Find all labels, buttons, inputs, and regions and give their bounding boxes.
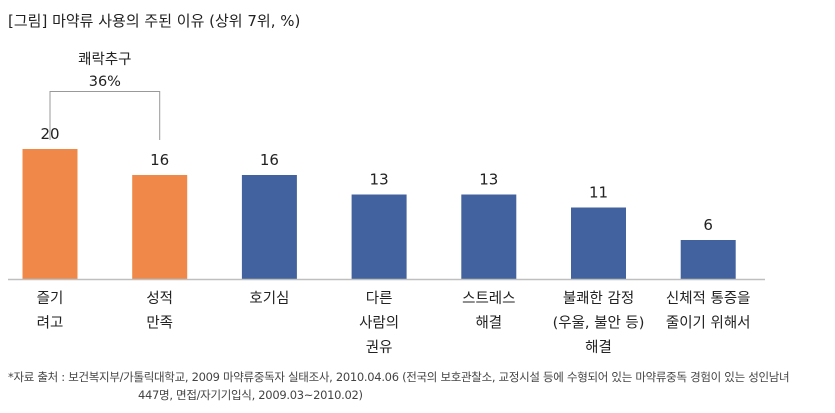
category-label: 스트레스 (462, 290, 515, 307)
bar (351, 194, 407, 279)
source-line-2: 447명, 면접/자기기입식, 2009.03~2010.02) (138, 388, 363, 402)
category-label: 해결 (585, 339, 612, 356)
data-label: 16 (260, 151, 279, 169)
annotation-label: 쾌락추구 (78, 51, 131, 68)
data-label: 6 (703, 216, 713, 234)
source-note: *자료 출처 : 보건복지부/가톨릭대학교, 2009 마약류중독자 실태조사,… (8, 368, 833, 404)
category-label: (우울, 불안 등) (553, 315, 645, 332)
bar (22, 149, 78, 279)
bar (132, 175, 188, 279)
category-label: 줄이기 위해서 (666, 315, 751, 332)
data-label: 11 (589, 184, 608, 202)
data-label: 13 (479, 171, 498, 189)
category-label: 해결 (475, 315, 502, 332)
category-label: 다른 (366, 290, 393, 307)
category-label: 즐기 (37, 290, 64, 307)
category-label: 려고 (37, 315, 64, 332)
data-label: 16 (150, 151, 169, 169)
category-label: 호기심 (249, 290, 289, 307)
category-label: 성적 (146, 290, 173, 307)
category-label: 만족 (146, 315, 173, 332)
bar (461, 194, 517, 279)
category-label: 불쾌한 감정 (563, 290, 634, 307)
source-line-1: *자료 출처 : 보건복지부/가톨릭대학교, 2009 마약류중독자 실태조사,… (8, 370, 790, 384)
chart-title: [그림] 마약류 사용의 주된 이유 (상위 7위, %) (8, 12, 301, 30)
category-label: 사람의 (359, 315, 399, 332)
category-label: 권유 (366, 339, 393, 356)
bar (571, 207, 626, 279)
bar (241, 175, 297, 279)
bar (680, 240, 736, 279)
category-label: 신체적 통증을 (666, 290, 751, 307)
data-label: 13 (370, 171, 389, 189)
annotation-bracket (49, 91, 161, 140)
bar-chart: 20즐기려고16성적만족16호기심13다른사람의권유13스트레스해결11불쾌한 … (8, 51, 765, 356)
annotation-value: 36% (89, 74, 121, 90)
